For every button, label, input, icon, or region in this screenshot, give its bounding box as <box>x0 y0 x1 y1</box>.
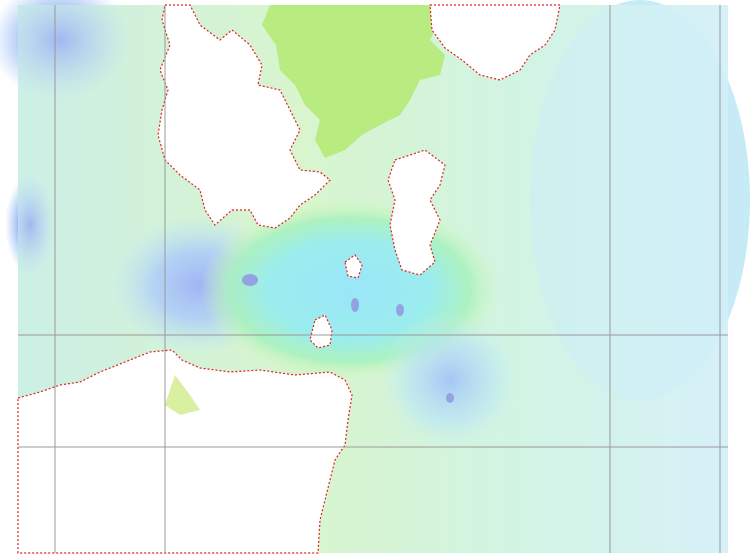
map <box>0 0 754 556</box>
page <box>0 0 754 556</box>
